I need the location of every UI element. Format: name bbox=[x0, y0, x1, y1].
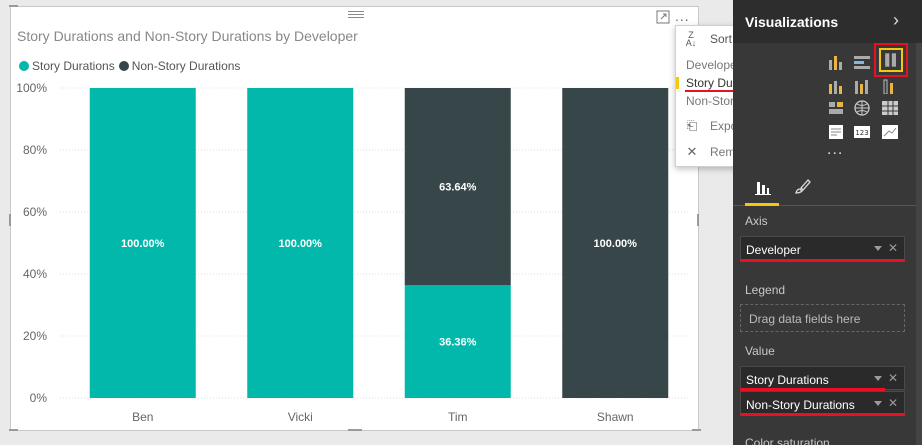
remove-field-icon[interactable]: ✕ bbox=[887, 241, 898, 255]
remove-field-icon[interactable]: ✕ bbox=[887, 371, 898, 385]
format-paintbrush-icon[interactable] bbox=[793, 178, 811, 196]
more-options-icon[interactable]: ... bbox=[675, 8, 690, 24]
fields-tab-icon[interactable] bbox=[755, 179, 771, 195]
y-tick-label: 0% bbox=[30, 391, 48, 405]
selected-visual-highlight bbox=[874, 43, 908, 77]
pane-tabs bbox=[733, 168, 922, 206]
x-tick-label: Shawn bbox=[597, 410, 634, 424]
active-tab-indicator bbox=[745, 203, 779, 206]
focus-mode-icon[interactable] bbox=[656, 10, 670, 24]
value-field-label-story: Story Durations bbox=[746, 373, 829, 387]
100-percent-stacked-column-icon[interactable] bbox=[879, 48, 903, 72]
visual-type-gallery: 123 ... bbox=[733, 44, 922, 160]
resize-handle-top-left[interactable] bbox=[9, 5, 18, 7]
bar-tim-non-story[interactable] bbox=[404, 88, 511, 286]
selected-sort-indicator bbox=[676, 77, 679, 89]
export-icon: ⎗ bbox=[686, 118, 698, 133]
resize-handle-bottom-left[interactable] bbox=[9, 429, 18, 431]
data-label: 100.00% bbox=[121, 238, 165, 250]
sort-option-developer[interactable]: Developer bbox=[686, 58, 741, 72]
data-label: 36.36% bbox=[439, 337, 477, 349]
waterfall-icon[interactable] bbox=[881, 78, 899, 94]
value-field-label-non-story: Non-Story Durations bbox=[746, 398, 855, 412]
close-icon: ✕ bbox=[686, 144, 698, 159]
table-icon[interactable] bbox=[881, 100, 899, 116]
matrix-icon[interactable] bbox=[881, 124, 899, 140]
chevron-down-icon[interactable] bbox=[874, 246, 882, 251]
resize-handle-right[interactable] bbox=[697, 214, 699, 226]
clustered-column-icon[interactable] bbox=[827, 54, 845, 70]
line-clustered-column-icon[interactable] bbox=[827, 78, 845, 94]
legend-section-label: Legend bbox=[745, 283, 786, 297]
y-tick-label: 20% bbox=[23, 329, 47, 343]
chevron-right-icon[interactable]: › bbox=[893, 10, 899, 30]
axis-field-well[interactable]: Developer ✕ bbox=[740, 236, 905, 260]
bar-shawn-non-story[interactable] bbox=[562, 88, 669, 398]
data-label: 100.00% bbox=[594, 238, 638, 250]
svg-text:123: 123 bbox=[855, 129, 868, 137]
annotation-underline bbox=[740, 413, 905, 416]
remove-field-icon[interactable]: ✕ bbox=[887, 396, 898, 410]
chart-legend: Story Durations Non-Story Durations bbox=[19, 59, 244, 73]
axis-section-label: Axis bbox=[745, 214, 768, 228]
legend-dot-story bbox=[19, 61, 29, 71]
y-tick-label: 80% bbox=[23, 143, 47, 157]
stacked-column-chart: 0% 20% 40% 60% 80% 100% 100.00% Ben 100.00% Vicki… bbox=[16, 81, 690, 424]
bar-vicki-story[interactable] bbox=[247, 88, 354, 398]
data-label: 63.64% bbox=[439, 182, 477, 194]
sort-az-icon: Z A↓ bbox=[685, 30, 697, 48]
visualizations-pane: Visualizations › 123 ... bbox=[733, 0, 922, 445]
y-tick-label: 40% bbox=[23, 267, 47, 281]
funnel-icon[interactable] bbox=[827, 100, 845, 116]
resize-handle-bottom-right[interactable] bbox=[692, 429, 701, 431]
bar-tim-story[interactable] bbox=[404, 285, 511, 398]
y-tick-label: 60% bbox=[23, 205, 47, 219]
legend-item-non-story[interactable]: Non-Story Durations bbox=[118, 59, 241, 73]
value-section-label: Value bbox=[745, 344, 775, 358]
pane-title: Visualizations bbox=[745, 14, 839, 30]
legend-label-non-story: Non-Story Durations bbox=[131, 59, 241, 73]
x-tick-label: Ben bbox=[132, 410, 153, 424]
annotation-underline bbox=[740, 388, 885, 391]
x-tick-label: Vicki bbox=[288, 410, 313, 424]
pane-scrollbar[interactable] bbox=[916, 43, 922, 445]
legend-label-story: Story Durations bbox=[32, 59, 115, 73]
data-label: 100.00% bbox=[279, 238, 323, 250]
drag-grip-icon[interactable] bbox=[348, 11, 364, 19]
chevron-down-icon[interactable] bbox=[874, 376, 882, 381]
globe-map-icon[interactable] bbox=[853, 100, 871, 116]
pane-header: Visualizations › bbox=[733, 0, 922, 43]
stacked-bar-icon[interactable] bbox=[853, 54, 871, 70]
value-field-well-story[interactable]: Story Durations ✕ bbox=[740, 366, 905, 390]
resize-handle-left[interactable] bbox=[9, 214, 11, 226]
legend-dot-non-story bbox=[118, 61, 129, 71]
legend-drop-zone[interactable]: Drag data fields here bbox=[740, 304, 905, 332]
color-saturation-label: Color saturation bbox=[745, 436, 830, 445]
ribbon-chart-icon[interactable] bbox=[853, 78, 871, 94]
annotation-underline bbox=[685, 90, 778, 92]
x-tick-label: Tim bbox=[448, 410, 468, 424]
value-field-well-non-story[interactable]: Non-Story Durations ✕ bbox=[740, 391, 905, 415]
visual-title: Story Durations and Non-Story Durations … bbox=[17, 28, 358, 44]
resize-handle-bottom[interactable] bbox=[348, 429, 362, 431]
number-card-icon[interactable]: 123 bbox=[853, 124, 871, 140]
legend-item-story[interactable]: Story Durations bbox=[19, 59, 115, 73]
card-icon[interactable] bbox=[827, 124, 845, 140]
y-tick-label: 100% bbox=[16, 81, 47, 95]
axis-field-label: Developer bbox=[746, 243, 801, 257]
chevron-down-icon[interactable] bbox=[874, 401, 882, 406]
annotation-underline bbox=[740, 259, 905, 262]
more-visuals-icon[interactable]: ... bbox=[827, 141, 844, 158]
bar-ben-story[interactable] bbox=[89, 88, 196, 398]
